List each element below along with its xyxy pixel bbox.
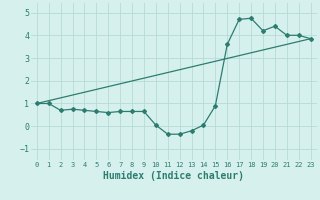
X-axis label: Humidex (Indice chaleur): Humidex (Indice chaleur) bbox=[103, 170, 244, 181]
